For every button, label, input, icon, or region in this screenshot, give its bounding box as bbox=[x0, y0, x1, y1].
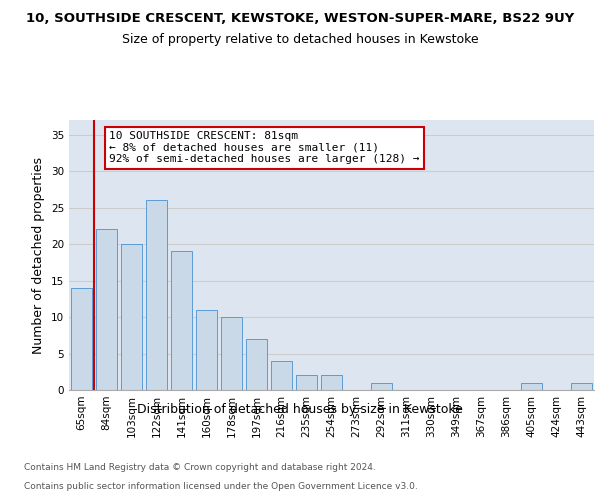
Bar bbox=[171, 252, 192, 390]
Y-axis label: Number of detached properties: Number of detached properties bbox=[32, 156, 46, 354]
Bar bbox=[196, 310, 217, 390]
Text: Size of property relative to detached houses in Kewstoke: Size of property relative to detached ho… bbox=[122, 32, 478, 46]
Text: 10 SOUTHSIDE CRESCENT: 81sqm
← 8% of detached houses are smaller (11)
92% of sem: 10 SOUTHSIDE CRESCENT: 81sqm ← 8% of det… bbox=[109, 131, 419, 164]
Bar bbox=[96, 230, 117, 390]
Bar bbox=[321, 376, 342, 390]
Text: Contains HM Land Registry data © Crown copyright and database right 2024.: Contains HM Land Registry data © Crown c… bbox=[24, 464, 376, 472]
Bar bbox=[121, 244, 142, 390]
Bar bbox=[71, 288, 92, 390]
Bar bbox=[521, 382, 542, 390]
Bar bbox=[246, 339, 267, 390]
Bar bbox=[146, 200, 167, 390]
Text: 10, SOUTHSIDE CRESCENT, KEWSTOKE, WESTON-SUPER-MARE, BS22 9UY: 10, SOUTHSIDE CRESCENT, KEWSTOKE, WESTON… bbox=[26, 12, 574, 26]
Bar bbox=[571, 382, 592, 390]
Text: Contains public sector information licensed under the Open Government Licence v3: Contains public sector information licen… bbox=[24, 482, 418, 491]
Bar bbox=[221, 317, 242, 390]
Text: Distribution of detached houses by size in Kewstoke: Distribution of detached houses by size … bbox=[137, 402, 463, 415]
Bar bbox=[371, 382, 392, 390]
Bar bbox=[296, 376, 317, 390]
Bar bbox=[271, 361, 292, 390]
